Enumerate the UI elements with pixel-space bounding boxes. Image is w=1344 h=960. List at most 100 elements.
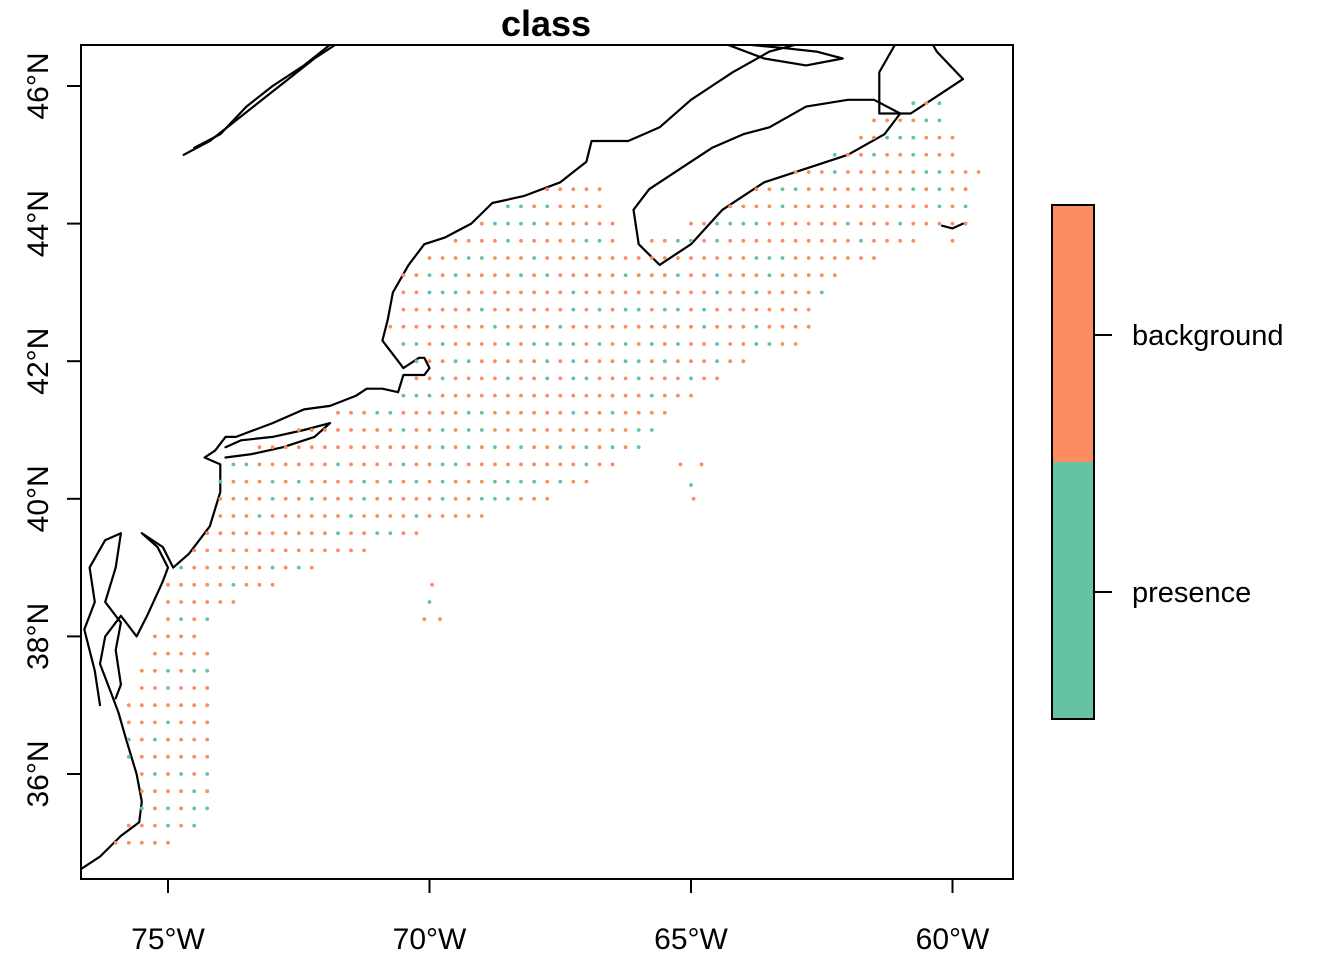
background-point <box>885 187 889 192</box>
background-point <box>205 703 210 708</box>
background-point <box>636 410 641 415</box>
background-point <box>440 393 445 398</box>
background-point <box>754 273 759 278</box>
presence-point <box>388 410 393 415</box>
background-point <box>532 410 536 415</box>
background-point <box>440 359 445 364</box>
background-point <box>571 428 576 432</box>
background-point <box>270 445 275 450</box>
background-point <box>427 514 432 518</box>
presence-point <box>689 376 693 381</box>
presence-point <box>401 462 406 467</box>
presence-point <box>636 428 641 432</box>
presence-point <box>728 221 733 226</box>
presence-point <box>153 772 157 776</box>
background-point <box>231 531 236 536</box>
background-point <box>623 290 628 295</box>
background-point <box>728 256 733 260</box>
presence-point <box>466 445 471 450</box>
presence-point <box>440 290 445 295</box>
background-point <box>336 410 340 415</box>
presence-point <box>597 307 602 312</box>
background-point <box>806 324 811 329</box>
background-point <box>205 737 210 742</box>
background-point <box>440 273 445 278</box>
background-point <box>519 393 523 398</box>
presence-point <box>506 342 510 346</box>
background-point <box>519 496 523 501</box>
background-point <box>323 462 327 467</box>
background-point <box>545 496 550 501</box>
background-point <box>610 221 615 226</box>
background-point <box>558 428 563 432</box>
background-point <box>597 273 602 278</box>
presence-point <box>832 170 837 174</box>
background-point <box>636 342 641 346</box>
background-point <box>427 342 432 346</box>
background-point <box>519 376 523 381</box>
background-point <box>375 428 380 432</box>
presence-point <box>192 806 197 811</box>
background-point <box>336 479 340 484</box>
background-point <box>466 514 471 518</box>
background-point <box>323 514 327 518</box>
background-point <box>244 479 249 484</box>
background-point <box>506 393 510 398</box>
background-point <box>336 548 340 553</box>
background-point <box>806 204 811 209</box>
background-point <box>231 548 236 553</box>
background-point <box>414 428 419 432</box>
background-point <box>859 221 863 226</box>
background-point <box>493 256 497 260</box>
presence-point <box>793 187 798 192</box>
background-point <box>649 410 654 415</box>
presence-point <box>715 221 719 226</box>
y-tick-label: 42°N <box>22 328 55 395</box>
background-point <box>283 548 288 553</box>
background-point <box>427 479 432 484</box>
background-point <box>270 548 275 553</box>
background-point <box>741 342 746 346</box>
background-point <box>519 238 523 243</box>
background-point <box>715 307 719 312</box>
legend-swatch-presence <box>1052 462 1094 719</box>
background-point <box>349 531 353 536</box>
background-point <box>506 273 510 278</box>
presence-point <box>414 514 419 518</box>
background-point <box>898 118 903 123</box>
presence-point <box>571 410 576 415</box>
background-point <box>689 290 693 295</box>
background-point <box>728 324 733 329</box>
background-point <box>754 238 759 243</box>
background-point <box>257 462 262 467</box>
presence-point <box>257 514 262 518</box>
background-point <box>793 324 798 329</box>
background-point <box>179 600 184 604</box>
background-point <box>872 118 876 123</box>
background-point <box>192 565 197 570</box>
background-point <box>453 393 458 398</box>
background-point <box>532 324 536 329</box>
background-point <box>309 531 314 536</box>
background-point <box>715 324 719 329</box>
presence-point <box>427 273 432 278</box>
background-point <box>558 307 563 312</box>
background-point <box>218 548 223 553</box>
background-point <box>166 789 170 794</box>
background-point <box>166 651 170 656</box>
background-point <box>545 393 550 398</box>
background-point <box>336 428 340 432</box>
background-point <box>754 307 759 312</box>
background-point <box>571 256 576 260</box>
presence-point <box>558 479 563 484</box>
presence-point <box>479 428 484 432</box>
background-point <box>558 221 563 226</box>
background-point <box>571 445 576 450</box>
background-point <box>846 152 850 157</box>
presence-point <box>937 204 942 209</box>
background-point <box>283 565 288 570</box>
background-point <box>859 187 863 192</box>
background-point <box>192 582 197 587</box>
presence-point <box>296 565 301 570</box>
